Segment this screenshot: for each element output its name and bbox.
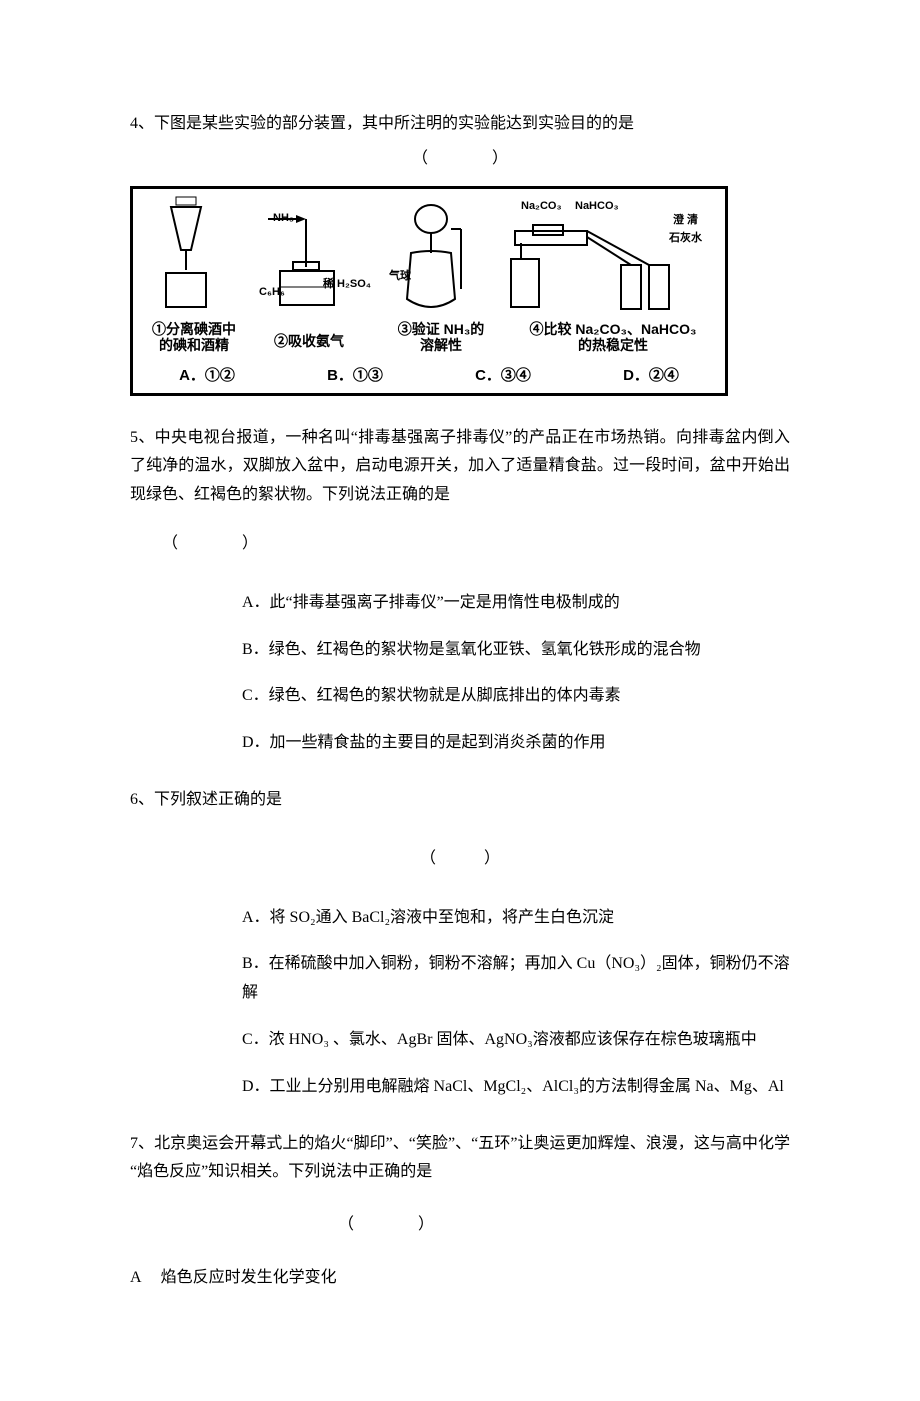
q4-choice-a: A．①② bbox=[133, 362, 281, 389]
q4-choice-c: C．③④ bbox=[429, 362, 577, 389]
label-limewater: 石灰水 bbox=[669, 229, 702, 249]
q4-answer-row: A．①② B．①③ C．③④ D．②④ bbox=[133, 362, 725, 389]
caption-4b: 的热稳定性 bbox=[578, 337, 648, 353]
caption-3a: ③验证 NH₃的 bbox=[398, 321, 485, 337]
q4-stem: 4、下图是某些实验的部分装置，其中所注明的实验能达到实验目的的是 bbox=[130, 110, 790, 139]
q4-choice-b: B．①③ bbox=[281, 362, 429, 389]
caption-3: ③验证 NH₃的 溶解性 bbox=[381, 321, 501, 355]
label-h2so4: 稀 H₂SO₄ bbox=[323, 275, 371, 295]
q6-choice-a: A．将 SO₂通入 BaCl₂溶液中至饱和，将产生白色沉淀 bbox=[242, 904, 790, 933]
q4-figure: NH₃ C₆H₆ 稀 H₂SO₄ 气球 bbox=[130, 186, 728, 396]
label-clear: 澄 清 bbox=[673, 211, 698, 231]
q6-choice-c: C．浓 HNO₃ 、氯水、AgBr 固体、AgNO₃溶液都应该保存在棕色玻璃瓶中 bbox=[242, 1026, 790, 1055]
q6-choice-d: D．工业上分别用电解融熔 NaCl、MgCl₂、AlCl₃的方法制得金属 Na、… bbox=[242, 1073, 790, 1102]
q7-choice-a: A 焰色反应时发生化学变化 bbox=[130, 1264, 790, 1293]
question-4: 4、下图是某些实验的部分装置，其中所注明的实验能达到实验目的的是 （ ） NH₃ bbox=[130, 110, 790, 396]
q5-choice-c: C．绿色、红褐色的絮状物就是从脚底排出的体内毒素 bbox=[242, 682, 790, 711]
q6-paren: （ ） bbox=[130, 845, 790, 874]
q5-choice-d: D．加一些精食盐的主要目的是起到消炎杀菌的作用 bbox=[242, 729, 790, 758]
caption-1a: ①分离碘酒中 bbox=[152, 321, 236, 337]
label-nahco3: NaHCO₃ bbox=[575, 197, 619, 217]
caption-1: ①分离碘酒中 的碘和酒精 bbox=[139, 321, 249, 355]
apparatus-3-sketch bbox=[391, 199, 501, 317]
q6-stem: 6、下列叙述正确的是 bbox=[130, 786, 790, 815]
q6-choice-b: B．在稀硫酸中加入铜粉，铜粉不溶解；再加入 Cu（NO₃）₂固体，铜粉仍不溶解 bbox=[242, 950, 790, 1008]
caption-4a: ④比较 Na₂CO₃、NaHCO₃ bbox=[530, 321, 697, 337]
label-nh3: NH₃ bbox=[273, 209, 294, 229]
q4-choice-d: D．②④ bbox=[577, 362, 725, 389]
q7-paren: （ ） bbox=[130, 1211, 790, 1240]
label-balloon: 气球 bbox=[389, 267, 411, 287]
q5-stem: 5、中央电视台报道，一种名叫“排毒基强离子排毒仪”的产品正在市场热销。向排毒盆内… bbox=[130, 424, 790, 510]
q6-choices: A．将 SO₂通入 BaCl₂溶液中至饱和，将产生白色沉淀 B．在稀硫酸中加入铜… bbox=[130, 904, 790, 1102]
q5-choice-b: B．绿色、红褐色的絮状物是氢氧化亚铁、氢氧化铁形成的混合物 bbox=[242, 636, 790, 665]
figure-upper-region: NH₃ C₆H₆ 稀 H₂SO₄ 气球 bbox=[133, 189, 725, 325]
q4-paren: （ ） bbox=[130, 145, 790, 174]
label-c6h6: C₆H₆ bbox=[259, 283, 285, 303]
label-na2co3: Na₂CO₃ bbox=[521, 197, 562, 217]
question-5: 5、中央电视台报道，一种名叫“排毒基强离子排毒仪”的产品正在市场热销。向排毒盆内… bbox=[130, 424, 790, 758]
caption-4: ④比较 Na₂CO₃、NaHCO₃ 的热稳定性 bbox=[513, 321, 713, 355]
question-7: 7、北京奥运会开幕式上的焰火“脚印”、“笑脸”、“五环”让奥运更加辉煌、浪漫，这… bbox=[130, 1130, 790, 1293]
q5-paren: （ ） bbox=[130, 530, 790, 559]
q5-choice-a: A．此“排毒基强离子排毒仪”一定是用惰性电极制成的 bbox=[242, 589, 790, 618]
caption-2: ②吸收氨气 bbox=[259, 333, 359, 350]
q7-stem: 7、北京奥运会开幕式上的焰火“脚印”、“笑脸”、“五环”让奥运更加辉煌、浪漫，这… bbox=[130, 1130, 790, 1188]
caption-1b: 的碘和酒精 bbox=[159, 337, 229, 353]
apparatus-1-sketch bbox=[151, 195, 221, 315]
question-6: 6、下列叙述正确的是 （ ） A．将 SO₂通入 BaCl₂溶液中至饱和，将产生… bbox=[130, 786, 790, 1102]
caption-3b: 溶解性 bbox=[420, 337, 462, 353]
q5-choices: A．此“排毒基强离子排毒仪”一定是用惰性电极制成的 B．绿色、红褐色的絮状物是氢… bbox=[130, 589, 790, 758]
